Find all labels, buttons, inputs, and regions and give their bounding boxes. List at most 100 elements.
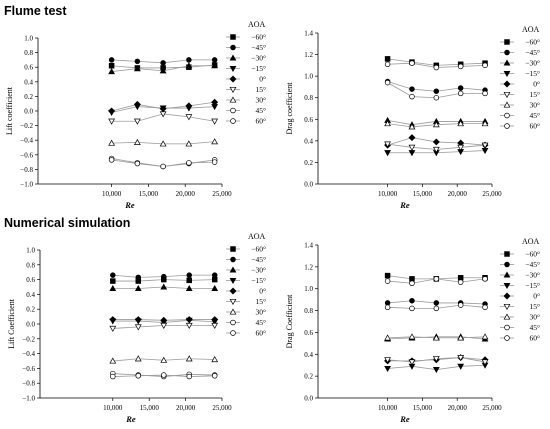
legend-marker: [503, 271, 511, 278]
x-tick-label: 20,000: [176, 404, 196, 412]
y-tick-label: 0.6: [24, 64, 33, 72]
data-point: [409, 93, 415, 100]
legend-marker: [229, 277, 237, 285]
legend-label: 30°: [256, 96, 267, 105]
legend-entry: 0°: [500, 292, 540, 301]
data-point: [185, 355, 193, 362]
data-point: [409, 280, 415, 286]
data-point: [109, 284, 117, 292]
series-4: [109, 316, 219, 324]
y-tick-label: 0.8: [24, 49, 33, 57]
data-point: [481, 120, 489, 127]
legend-label: 30°: [530, 101, 541, 110]
y-tick-label: 0.0: [304, 181, 313, 189]
series-5: [384, 355, 489, 366]
y-axis-label: Drag Coefficient: [285, 294, 294, 349]
y-tick-label: −0.4: [20, 137, 33, 145]
legend-marker: [230, 107, 236, 114]
legend-marker: [229, 75, 237, 83]
legend-entry: 0°: [226, 75, 266, 84]
data-point: [433, 94, 440, 101]
series-6: [384, 333, 489, 341]
x-tick-label: 25,000: [482, 404, 502, 412]
y-tick-label: 0.8: [304, 307, 313, 315]
data-point: [186, 160, 192, 166]
data-point: [133, 118, 141, 125]
legend-entry: −60°: [226, 33, 266, 42]
flume-lift-chart: −1.0 −0.8 −0.6 −0.4 −0.2 0.0 0.2 0.4 0.6 0.8 1.0 10…: [5, 20, 267, 210]
data-point: [457, 63, 464, 70]
data-point: [433, 88, 440, 94]
legend-marker: [503, 70, 511, 78]
data-point: [110, 278, 116, 284]
y-tick-label: 0.6: [26, 276, 35, 284]
data-point: [161, 273, 167, 280]
data-point: [109, 325, 117, 332]
legend-entry: 15°: [226, 85, 266, 94]
series-7: [384, 79, 488, 101]
legend: AOA −60°−45° −30°−15° 0°15° 30°45° 60°: [500, 237, 540, 343]
legend-entry: −45°: [500, 48, 540, 57]
series-2: [109, 283, 219, 292]
x-tick-label: 25,000: [212, 190, 232, 198]
data-point: [384, 120, 391, 127]
legend-marker: [230, 34, 236, 40]
data-point: [409, 86, 415, 92]
data-point: [185, 140, 193, 147]
data-point: [433, 300, 440, 306]
data-point: [432, 334, 440, 341]
data-point: [159, 111, 167, 118]
data-point: [211, 138, 219, 145]
data-point: [108, 68, 115, 75]
y-tick-label: 0.4: [304, 351, 313, 359]
data-point: [408, 359, 416, 366]
data-point: [211, 373, 218, 379]
data-point: [133, 138, 141, 145]
data-point: [185, 284, 193, 292]
legend-label: −60°: [251, 33, 266, 42]
legend-entry: −60°: [226, 245, 266, 254]
legend-marker: [504, 335, 510, 341]
legend-label: 60°: [256, 117, 267, 126]
legend-label: −60°: [525, 38, 540, 47]
data-point: [432, 121, 440, 128]
legend-entry: 0°: [500, 80, 540, 89]
legend-label: −60°: [525, 250, 540, 259]
legend-entry: 30°: [226, 308, 266, 317]
legend-entry: 0°: [226, 287, 266, 296]
data-point: [433, 276, 440, 282]
series-5: [384, 141, 489, 154]
legend-marker: [230, 330, 236, 336]
legend-label: −15°: [251, 64, 266, 73]
y-tick-label: 0.6: [304, 329, 313, 337]
data-point: [133, 65, 141, 72]
x-tick-label: 15,000: [140, 404, 160, 412]
data-point: [211, 276, 218, 283]
legend-entry: 45°: [500, 323, 540, 332]
legend: AOA −60°−45° −30°−15° 0°15° 30°45° 60°: [500, 25, 540, 131]
data-point: [134, 355, 142, 362]
data-point: [384, 357, 391, 364]
legend-entry: −30°: [226, 266, 266, 275]
x-tick-label: 20,000: [448, 190, 468, 198]
legend-label: −30°: [251, 54, 266, 63]
legend-label: −15°: [525, 281, 540, 290]
data-point: [481, 142, 489, 149]
x-axis-label: Re: [399, 414, 410, 424]
data-point: [211, 322, 219, 329]
data-point: [432, 146, 440, 154]
x-tick-label: 10,000: [103, 404, 123, 412]
legend-label: 0°: [259, 75, 266, 84]
x-tick-label: 15,000: [139, 190, 159, 198]
legend-marker: [504, 49, 510, 56]
data-point: [133, 100, 141, 108]
y-tick-label: 1.2: [304, 263, 313, 271]
section-title-flume-test: Flume test: [4, 4, 67, 18]
x-axis-label: Re: [399, 200, 410, 210]
legend-marker: [229, 287, 237, 295]
y-tick-label: 1.0: [304, 73, 313, 81]
data-point: [185, 102, 193, 110]
x-tick-label: 20,000: [448, 404, 468, 412]
y-tick-label: −0.8: [20, 166, 33, 174]
legend-entry: −60°: [500, 38, 540, 47]
